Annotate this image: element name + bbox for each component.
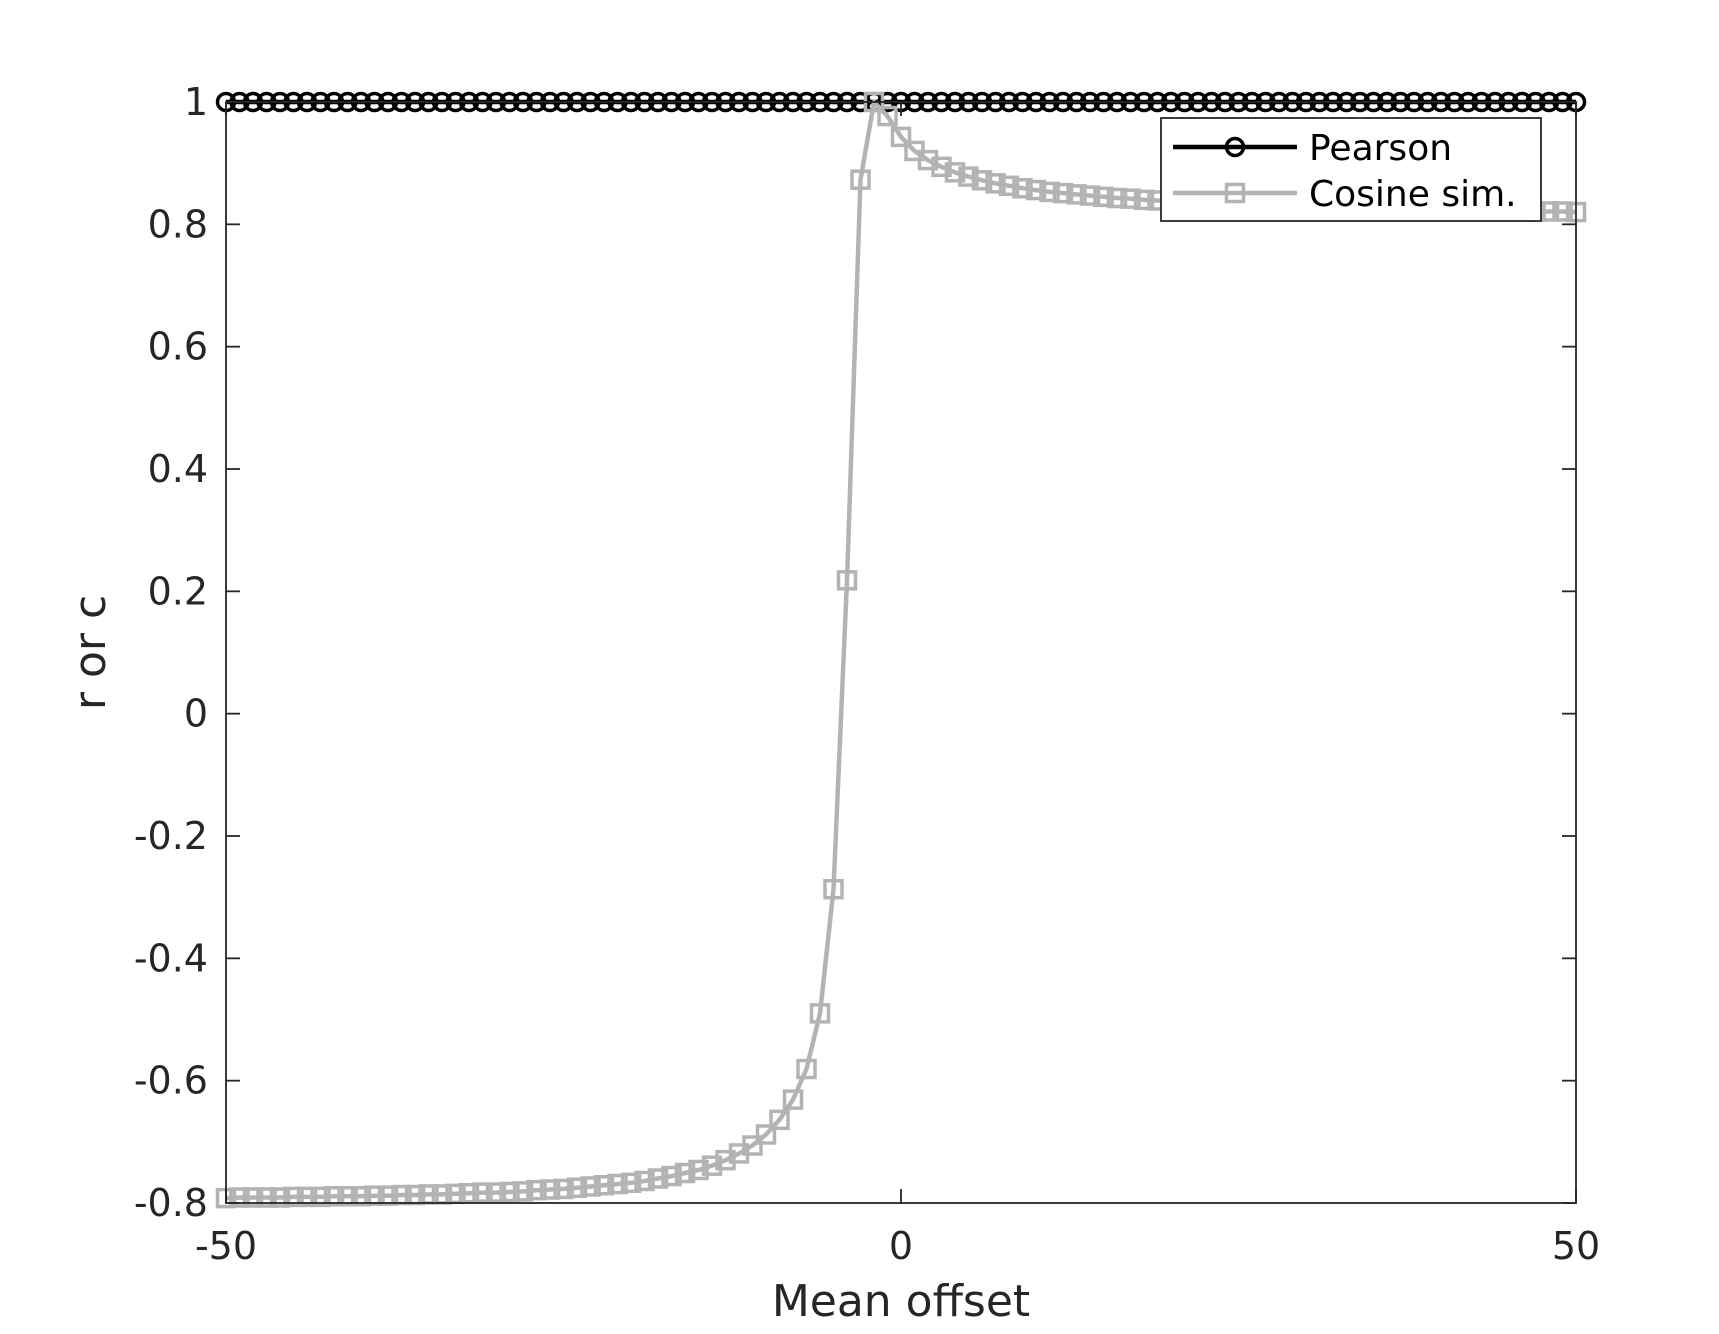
- data-point: [998, 175, 1020, 197]
- data-point: [229, 1187, 250, 1208]
- data-point: [593, 1175, 615, 1196]
- data-point: [458, 1182, 480, 1204]
- data-point: [634, 1170, 655, 1192]
- data-point: [269, 1187, 291, 1208]
- data-point: [242, 1187, 264, 1208]
- x-tick-label: 0: [889, 1224, 913, 1268]
- data-point: [566, 1177, 588, 1198]
- data-point: [323, 1186, 345, 1207]
- x-tick-label: 50: [1552, 1224, 1600, 1268]
- y-tick-label: 0.6: [148, 325, 208, 369]
- y-tick-label: -0.6: [134, 1059, 208, 1103]
- data-point: [850, 169, 871, 190]
- data-point: [742, 1135, 763, 1156]
- data-point: [337, 1186, 358, 1207]
- data-point: [472, 1182, 493, 1203]
- y-tick-label: -0.8: [134, 1181, 208, 1225]
- data-point: [526, 1179, 547, 1201]
- x-axis-label: Mean offset: [772, 1276, 1030, 1327]
- legend-marker: [1224, 136, 1246, 158]
- data-point: [782, 1089, 804, 1110]
- legend-entry: Cosine sim.: [1173, 174, 1517, 215]
- data-point: [931, 156, 952, 178]
- data-point: [607, 1173, 628, 1195]
- data-point: [377, 1185, 399, 1206]
- data-point: [1552, 201, 1573, 222]
- data-point: [1093, 186, 1114, 208]
- data-point: [256, 1187, 277, 1208]
- data-point: [283, 1186, 304, 1208]
- legend-entry: Pearson: [1173, 128, 1452, 169]
- legend-label: Pearson: [1309, 128, 1452, 169]
- data-point: [769, 1109, 790, 1131]
- data-point: [310, 1186, 331, 1208]
- data-point: [1039, 181, 1060, 203]
- data-point: [1025, 179, 1047, 201]
- legend-box: [1160, 117, 1542, 222]
- data-point: [796, 1058, 817, 1080]
- plot-area: [226, 102, 1576, 1203]
- data-point: [620, 1172, 642, 1194]
- data-point: [1120, 188, 1141, 209]
- data-point: [890, 126, 912, 148]
- x-tick-label: -50: [195, 1224, 257, 1268]
- y-tick-label: -0.4: [134, 936, 208, 980]
- data-point: [701, 1155, 723, 1176]
- data-point: [688, 1159, 709, 1181]
- data-point: [485, 1182, 507, 1203]
- data-point: [499, 1181, 520, 1203]
- data-point: [350, 1186, 372, 1207]
- data-point: [1079, 185, 1101, 206]
- y-tick-label: 1: [184, 80, 208, 124]
- data-point: [364, 1185, 385, 1206]
- axes-layer: -50 0 50 -0.8 -0.6 -0.4 -0.2 0 0.2 0.4 0.6 0.8 1: [134, 80, 1600, 1268]
- y-tick-label: -0.2: [134, 814, 208, 858]
- data-point: [971, 170, 993, 191]
- data-point: [755, 1124, 777, 1145]
- data-point: [296, 1186, 318, 1208]
- data-point: [1052, 182, 1074, 204]
- data-point: [944, 162, 966, 183]
- y-tick-label: 0.8: [148, 202, 208, 246]
- y-tick-label: 0.4: [148, 447, 208, 491]
- data-point: [661, 1165, 682, 1187]
- legend-label: Cosine sim.: [1309, 174, 1517, 215]
- data-point: [553, 1178, 574, 1200]
- data-point: [539, 1179, 561, 1200]
- y-tick-label: 0: [184, 692, 208, 736]
- data-point: [836, 570, 858, 591]
- data-point: [1106, 187, 1128, 209]
- plot-background: [226, 102, 1576, 1203]
- data-point: [958, 166, 979, 187]
- legend: Pearson Cosine sim.: [1160, 117, 1542, 222]
- data-point: [1133, 189, 1155, 211]
- data-point: [512, 1181, 534, 1202]
- data-point: [647, 1168, 669, 1189]
- data-point: [1012, 177, 1033, 199]
- data-point: [674, 1162, 696, 1184]
- data-point: [823, 878, 844, 900]
- legend-marker: [1224, 182, 1246, 204]
- data-point: [985, 173, 1006, 194]
- data-point: [877, 105, 898, 127]
- y-axis-label: r or c: [65, 595, 116, 710]
- data-point: [580, 1176, 601, 1197]
- data-point: [809, 1003, 831, 1024]
- data-point: [1066, 184, 1087, 205]
- data-point: [715, 1149, 736, 1171]
- y-tick-label: 0.2: [148, 569, 208, 613]
- data-point: [917, 149, 939, 171]
